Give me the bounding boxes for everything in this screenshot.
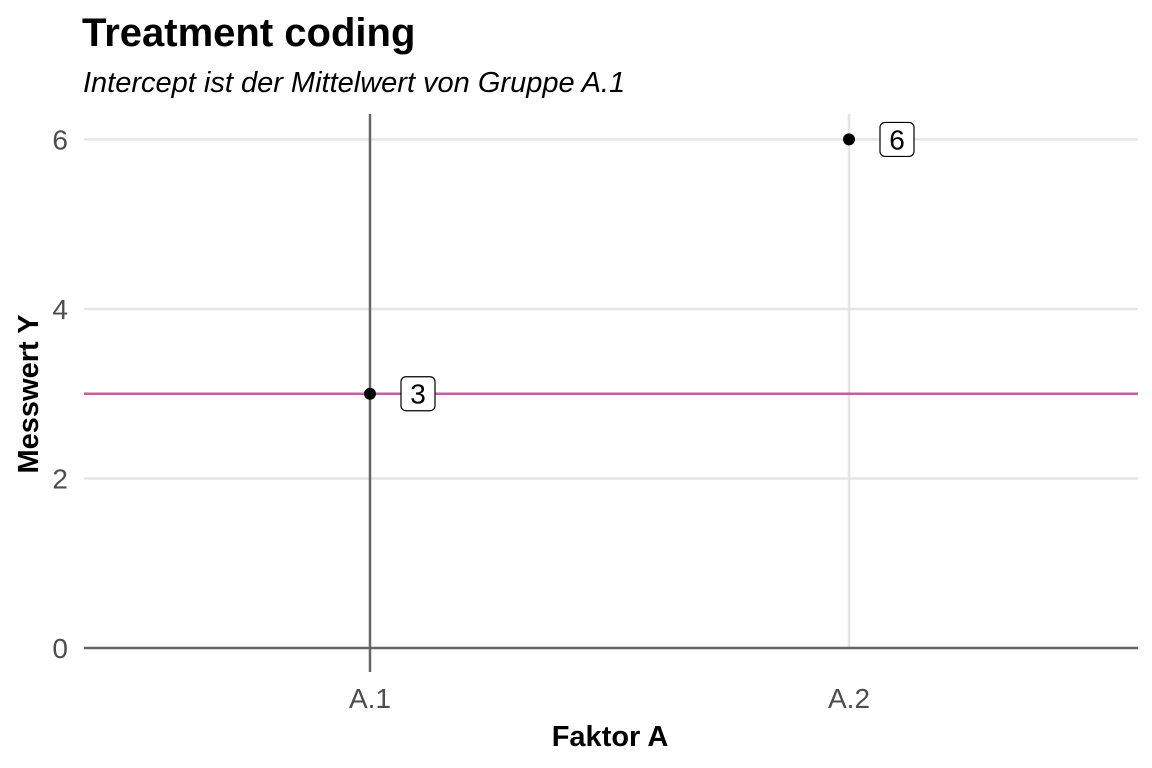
x-tick-label: A.1 [349, 683, 391, 714]
y-tick-label: 2 [52, 463, 68, 494]
data-point [364, 387, 376, 400]
x-axis-ticks: A.1 A.2 [349, 683, 870, 714]
chart-subtitle: Intercept ist der Mittelwert von Gruppe … [83, 67, 625, 99]
data-label-box [879, 121, 915, 158]
data-label-box [400, 376, 436, 412]
data-label: 6 [889, 124, 905, 155]
y-axis-ticks: 0 2 4 6 [52, 124, 68, 664]
y-tick-label: 0 [52, 633, 68, 664]
x-axis-title: Faktor A [552, 721, 669, 753]
data-labels: 36 [400, 121, 915, 412]
y-tick-label: 6 [52, 124, 68, 155]
data-label: 3 [410, 379, 426, 410]
y-tick-label: 4 [52, 294, 68, 325]
x-tick-label: A.2 [828, 683, 870, 714]
data-points [364, 133, 855, 400]
y-axis-title: Messwert Y [13, 314, 45, 473]
chart-title: Treatment coding [82, 11, 415, 55]
grid [84, 114, 1138, 648]
reference-lines [84, 114, 1138, 672]
data-point [843, 133, 855, 146]
